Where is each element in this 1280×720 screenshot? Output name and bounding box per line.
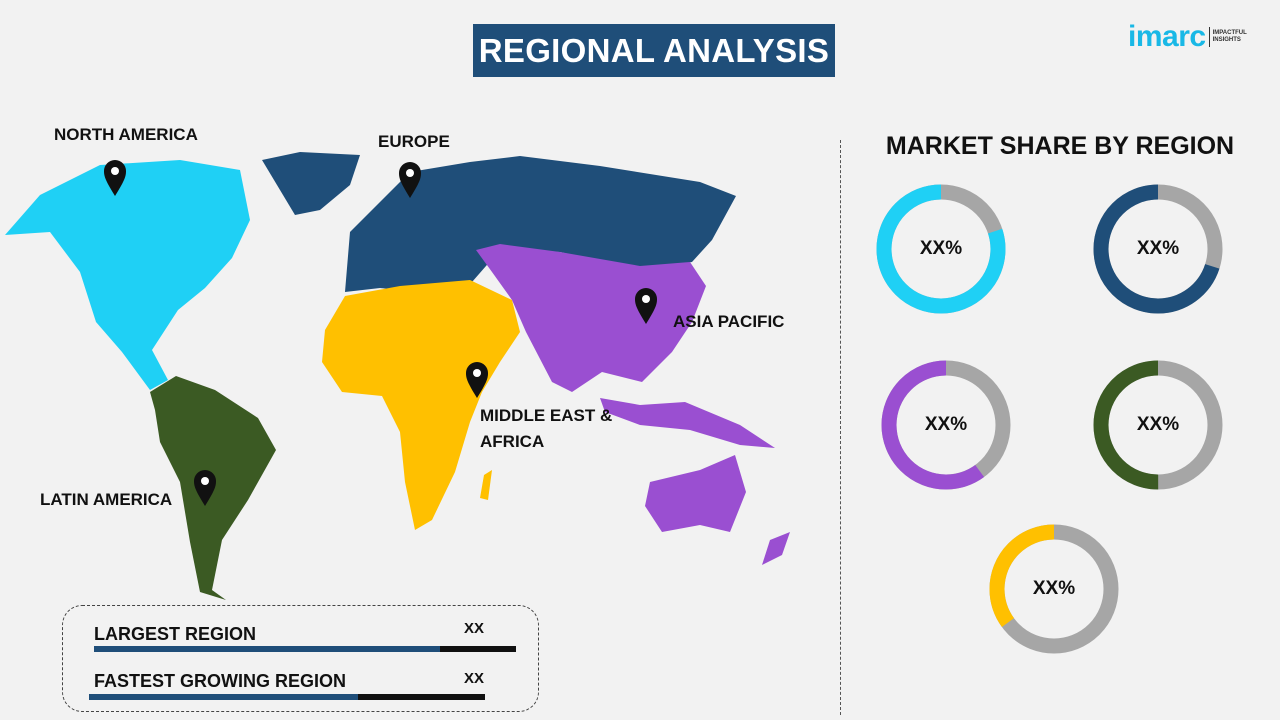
donut-share-arc <box>1093 184 1223 314</box>
donut-value: XX% <box>1136 238 1180 259</box>
map-pin-icon <box>104 160 126 196</box>
label-mea-line1: MIDDLE EAST & <box>480 406 613 425</box>
donut-value: XX% <box>924 414 968 435</box>
fastest-growing-region-label: FASTEST GROWING REGION <box>94 671 347 691</box>
label-middle-east-africa: MIDDLE EAST & AFRICA <box>480 403 612 455</box>
label-latin-america: LATIN AMERICA <box>40 490 173 509</box>
region-middle-east-africa <box>322 280 520 530</box>
region-asia-pacific <box>476 244 706 392</box>
fastest-growing-region-bar-fill <box>89 694 359 700</box>
donut-share-arc <box>881 360 1011 490</box>
donut-value: XX% <box>1032 578 1076 599</box>
map-pin-icon <box>466 362 488 398</box>
region-europe <box>345 156 736 292</box>
logo-tagline-2: INSIGHTS <box>1212 37 1241 43</box>
largest-region-bar <box>94 646 516 652</box>
map-pin-icon <box>399 162 421 198</box>
donut-middle-east-africa: XX% <box>989 524 1119 654</box>
donut-europe: XX% <box>1093 184 1223 314</box>
label-mea-line2: AFRICA <box>480 432 545 451</box>
donut-north-america: XX% <box>876 184 1006 314</box>
page-title: REGIONAL ANALYSIS <box>473 24 835 77</box>
fastest-growing-region-bar <box>89 694 485 700</box>
madagascar <box>480 470 492 500</box>
logo-tagline: IMPACTFUL INSIGHTS <box>1213 30 1247 44</box>
region-north-america <box>5 160 250 390</box>
map-pin-icon <box>194 470 216 506</box>
largest-region-label: LARGEST REGION <box>94 624 257 644</box>
section-divider <box>840 140 841 715</box>
greenland <box>262 152 360 215</box>
largest-region-bar-fill <box>94 646 441 652</box>
logo-divider <box>1208 27 1210 47</box>
label-asia-pacific: ASIA PACIFIC <box>673 312 785 331</box>
donut-share-arc <box>989 524 1119 654</box>
summary-box <box>62 605 539 712</box>
market-share-title: MARKET SHARE BY REGION <box>885 132 1235 160</box>
label-north-america: NORTH AMERICA <box>54 125 198 144</box>
new-zealand <box>762 532 790 565</box>
logo-wordmark: imarc <box>1128 20 1206 53</box>
fastest-growing-region-value: XX <box>464 670 485 687</box>
largest-region-value: XX <box>464 620 485 637</box>
donut-value: XX% <box>919 238 963 259</box>
imarc-logo: imarc IMPACTFUL INSIGHTS <box>1128 20 1247 54</box>
indonesia <box>600 398 775 448</box>
donut-share-arc <box>876 184 1006 314</box>
logo-tagline-1: IMPACTFUL <box>1212 30 1247 36</box>
world-map <box>5 152 790 600</box>
donut-latin-america: XX% <box>1093 360 1223 490</box>
label-europe: EUROPE <box>378 132 450 151</box>
donut-share-arc <box>1093 360 1223 490</box>
australia <box>645 455 746 532</box>
donut-value: XX% <box>1136 414 1180 435</box>
map-pin-icon <box>635 288 657 324</box>
donut-asia-pacific: XX% <box>881 360 1011 490</box>
